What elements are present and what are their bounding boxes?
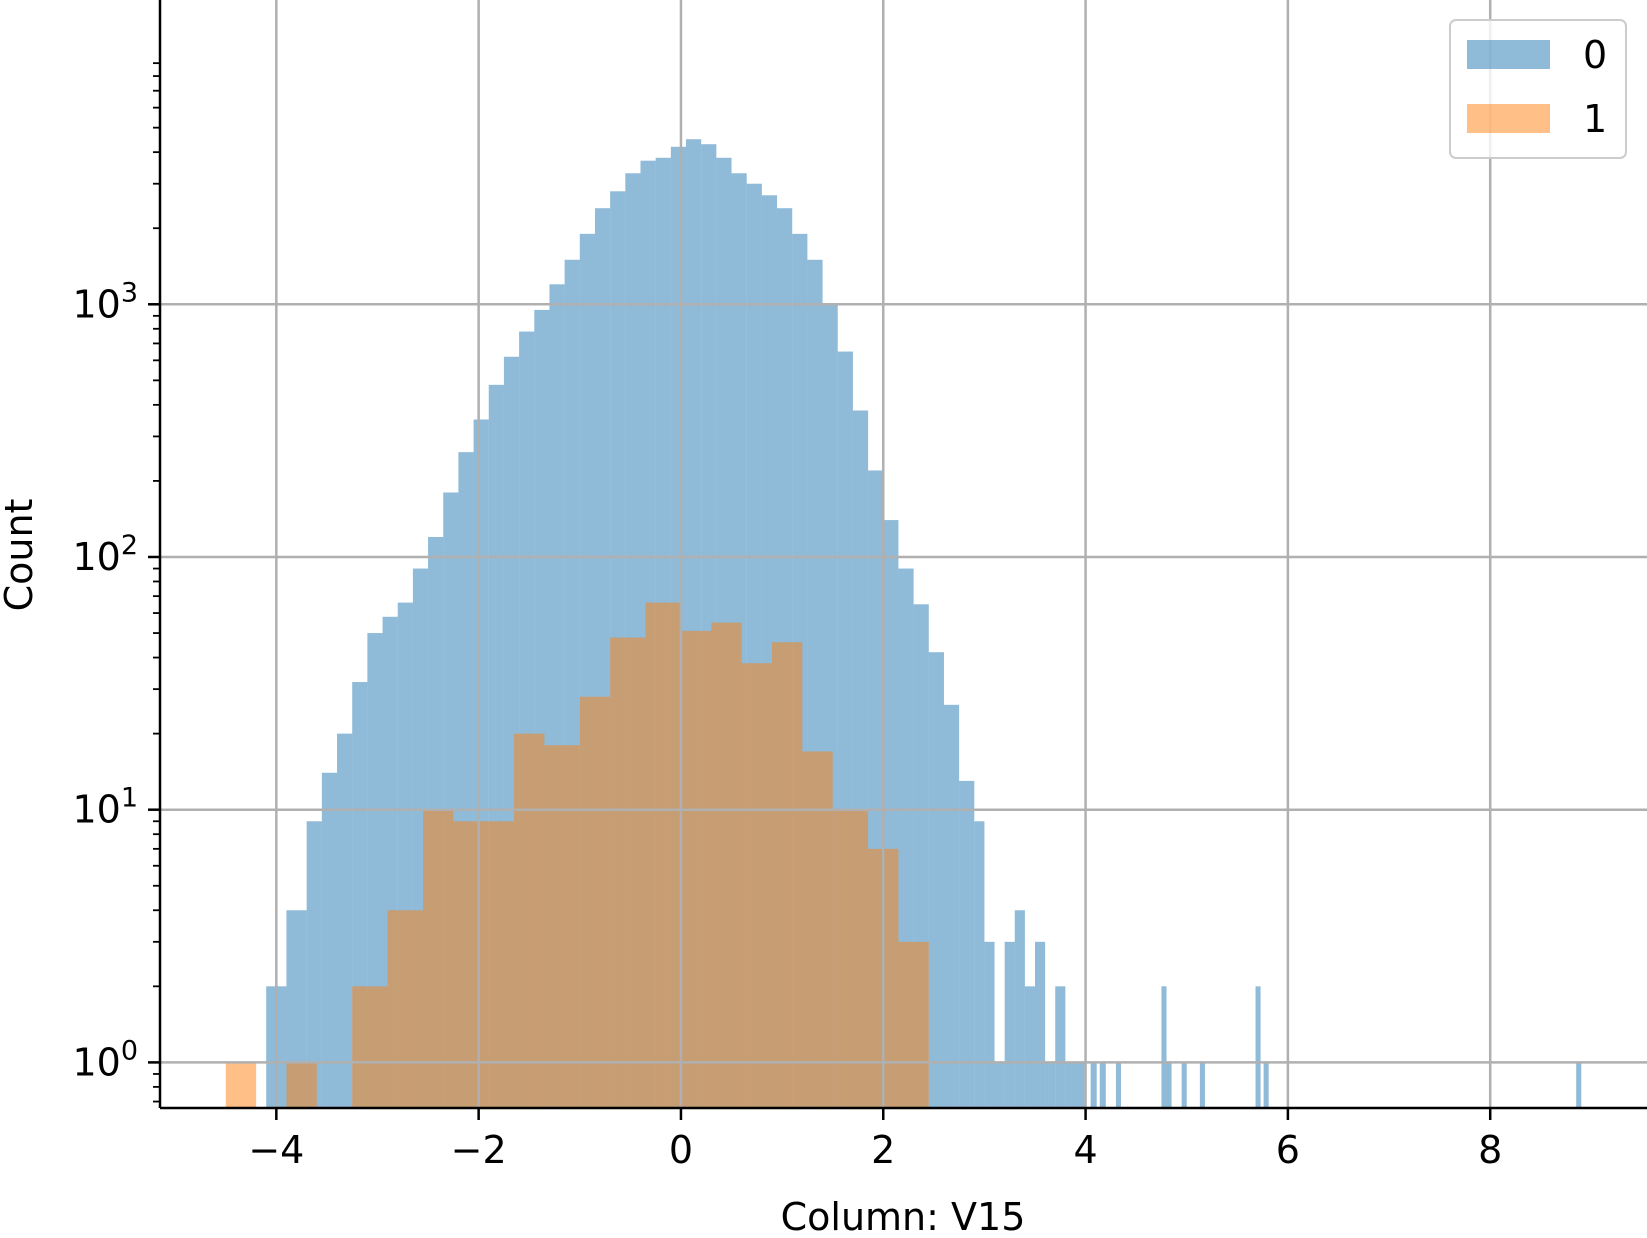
y-axis-label: Count bbox=[0, 499, 41, 612]
y-axis-ticks: 100 101 102 103 bbox=[72, 62, 160, 1103]
series-1-bar-14 bbox=[771, 642, 803, 1108]
series-0-bar-49 bbox=[1004, 941, 1015, 1108]
series-0-bar-65 bbox=[1263, 1062, 1269, 1108]
series-1-bar-11 bbox=[680, 630, 712, 1108]
series-0-bar-50 bbox=[1014, 910, 1025, 1108]
series-1-bar-1 bbox=[286, 1062, 317, 1108]
series-1-bar-13 bbox=[741, 663, 772, 1108]
series-1-bar-2 bbox=[352, 986, 388, 1108]
series-1-bar-4 bbox=[423, 809, 454, 1108]
series-0-bar-61 bbox=[1166, 1062, 1172, 1108]
y-tick-label-3: 103 bbox=[72, 277, 138, 326]
x-axis-label: Column: V15 bbox=[781, 1195, 1026, 1238]
series-0-bar-45 bbox=[959, 780, 975, 1108]
x-tick-label-1: −2 bbox=[451, 1128, 507, 1172]
series-0-bar-58 bbox=[1099, 1062, 1106, 1108]
series-0-bar-64 bbox=[1255, 986, 1261, 1108]
series-0-bar-54 bbox=[1055, 986, 1066, 1108]
series-0-bar-57 bbox=[1090, 1062, 1097, 1108]
legend: 0 1 bbox=[1449, 19, 1627, 159]
series-1-bar-9 bbox=[610, 637, 646, 1108]
x-axis-ticks: −4 −2 0 2 4 6 8 bbox=[248, 1108, 1502, 1172]
series-0-bar-47 bbox=[984, 941, 995, 1108]
x-tick-label-2: 0 bbox=[669, 1128, 693, 1172]
series-1-bar-10 bbox=[645, 602, 681, 1108]
grid-lines bbox=[160, 0, 1647, 1108]
x-tick-label-4: 4 bbox=[1073, 1128, 1097, 1172]
series-1-bar-15 bbox=[802, 751, 833, 1108]
series-0-bar-2 bbox=[306, 821, 322, 1108]
series-1-bar-12 bbox=[711, 622, 742, 1108]
series-0-bar-1 bbox=[286, 910, 307, 1108]
x-tick-label-5: 6 bbox=[1276, 1128, 1300, 1172]
x-tick-label-3: 2 bbox=[871, 1128, 895, 1172]
series-0-bar-48 bbox=[994, 1062, 1005, 1108]
series-0-bar-60 bbox=[1161, 986, 1167, 1108]
series-1-bar-0 bbox=[225, 1062, 257, 1108]
series-0-bar-3 bbox=[321, 772, 338, 1108]
legend-label-series-1: 1 bbox=[1583, 97, 1607, 141]
series-1-bars bbox=[225, 602, 929, 1108]
series-0-bar-56 bbox=[1075, 1062, 1086, 1108]
series-0-bar-4 bbox=[337, 733, 353, 1108]
series-1-bar-7 bbox=[544, 745, 580, 1108]
y-tick-label-1: 101 bbox=[72, 783, 138, 832]
series-0-bar-51 bbox=[1024, 986, 1036, 1108]
axes bbox=[158, 0, 1647, 1110]
series-0-bar-52 bbox=[1035, 941, 1046, 1108]
series-1-bar-8 bbox=[579, 696, 611, 1108]
series-0-bar-59 bbox=[1115, 1062, 1121, 1108]
series-0-bar-55 bbox=[1065, 1062, 1076, 1108]
series-1-bar-3 bbox=[387, 910, 424, 1108]
series-0-bar-66 bbox=[1576, 1062, 1582, 1108]
series-1-bar-16 bbox=[832, 809, 869, 1108]
x-tick-label-6: 8 bbox=[1478, 1128, 1502, 1172]
series-0-bar-53 bbox=[1045, 1062, 1056, 1108]
legend-swatch-series-1 bbox=[1467, 104, 1550, 133]
series-1-bar-5 bbox=[453, 821, 515, 1108]
series-0-bar-46 bbox=[974, 821, 985, 1108]
series-1-bar-18 bbox=[898, 941, 929, 1108]
series-0-bar-62 bbox=[1181, 1062, 1187, 1108]
x-tick-label-0: −4 bbox=[248, 1128, 304, 1172]
series-0-bar-63 bbox=[1199, 1062, 1205, 1108]
y-tick-label-2: 102 bbox=[72, 530, 138, 579]
series-1-bar-6 bbox=[514, 733, 545, 1108]
series-0-bar-43 bbox=[928, 652, 944, 1108]
legend-swatch-series-0 bbox=[1467, 40, 1550, 69]
series-0-bar-44 bbox=[943, 704, 960, 1108]
y-tick-label-0: 100 bbox=[72, 1035, 138, 1084]
legend-label-series-0: 0 bbox=[1583, 33, 1607, 77]
